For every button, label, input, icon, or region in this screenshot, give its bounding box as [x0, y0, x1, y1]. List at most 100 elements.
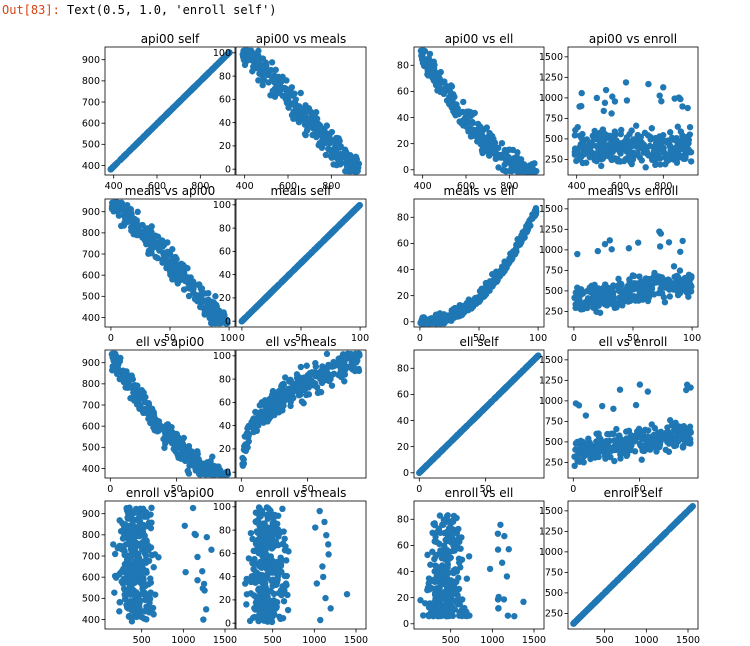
scatter-point: [519, 368, 526, 375]
scatter-point: [451, 93, 458, 101]
scatter-point: [169, 246, 176, 253]
scatter-point: [670, 263, 678, 270]
y-tick-label: 700: [82, 97, 100, 108]
scatter-point: [268, 59, 276, 66]
scatter-point: [203, 297, 210, 305]
scatter-point: [245, 438, 252, 445]
scatter-point: [662, 283, 669, 290]
scatter-point: [643, 147, 650, 155]
scatter-point: [591, 296, 598, 304]
y-tick-label: 1250: [539, 73, 563, 84]
scatter-point: [602, 86, 610, 94]
scatter-point: [607, 285, 614, 293]
scatter-point: [155, 554, 162, 561]
scatter-point: [635, 145, 643, 152]
scatter-point: [259, 81, 266, 89]
scatter-point: [328, 137, 336, 144]
scatter-point: [601, 130, 608, 137]
scatter-point: [684, 104, 691, 112]
scatter-point: [468, 126, 476, 133]
scatter-point: [148, 504, 155, 512]
scatter-point: [498, 388, 505, 396]
scatter-point: [120, 523, 128, 530]
scatter-point: [145, 128, 153, 135]
scatter-point: [417, 319, 425, 327]
scatter-point: [445, 569, 452, 577]
scatter-point: [124, 505, 131, 512]
scatter-point: [127, 576, 135, 584]
scatter-point: [506, 255, 513, 262]
axes-frame: [104, 500, 236, 630]
scatter-point: [648, 125, 656, 132]
axes-frame: [567, 46, 699, 176]
scatter-point: [271, 76, 278, 83]
scatter-point: [509, 165, 516, 172]
scatter-point: [264, 544, 271, 551]
scatter-point: [429, 548, 436, 555]
scatter-point: [337, 369, 344, 376]
scatter-point: [295, 388, 303, 396]
scatter-point: [330, 161, 337, 168]
scatter-point: [593, 430, 600, 437]
y-tick-label: 100: [213, 200, 231, 211]
scatter-point: [200, 616, 207, 623]
scatter-point: [321, 518, 328, 526]
scatter-point: [189, 504, 197, 512]
scatter-point: [271, 512, 279, 519]
scatter-point: [250, 63, 257, 70]
scatter-point: [166, 427, 174, 434]
scatter-point: [424, 551, 431, 559]
scatter-point: [322, 151, 330, 159]
scatter-point: [209, 470, 216, 478]
scatter-point: [499, 166, 507, 174]
scatter-point: [166, 108, 173, 115]
scatter-point: [632, 122, 640, 129]
scatter-point: [131, 531, 138, 538]
y-tick-label: 750: [545, 417, 563, 428]
scatter-point: [419, 314, 426, 321]
y-tick-label: 1000: [539, 396, 563, 407]
scatter-point: [518, 166, 525, 173]
scatter-point: [623, 134, 631, 141]
scatter-point: [582, 412, 590, 419]
y-tick-label: 80: [219, 525, 231, 536]
scatter-point: [520, 598, 527, 606]
scatter-point: [159, 259, 166, 266]
scatter-point: [255, 59, 262, 66]
scatter-point: [639, 447, 646, 454]
y-tick-label: 80: [219, 374, 231, 385]
y-tick-label: 750: [545, 266, 563, 277]
scatter-point: [666, 142, 674, 149]
x-tick-label: 1500: [213, 635, 237, 646]
y-tick-label: 40: [219, 118, 231, 129]
x-tick-label: 0: [571, 333, 577, 344]
scatter-point: [591, 449, 599, 456]
scatter-point: [307, 122, 314, 130]
scatter-point: [250, 576, 257, 583]
x-tick-label: 100: [529, 333, 547, 344]
scatter-point: [671, 95, 678, 102]
x-tick-label: 50: [634, 484, 646, 495]
scatter-point: [632, 401, 640, 409]
scatter-point: [686, 123, 694, 131]
y-tick-label: 60: [219, 549, 231, 560]
scatter-point: [494, 530, 502, 537]
scatter-point: [325, 541, 332, 548]
y-tick-label: 20: [219, 293, 231, 304]
scatter-point: [579, 300, 586, 307]
x-tick-label: 500: [133, 635, 151, 646]
scatter-point: [580, 459, 587, 466]
scatter-point: [284, 606, 292, 614]
scatter-point: [150, 611, 157, 618]
scatter-point: [583, 440, 590, 447]
scatter-point: [203, 72, 210, 79]
scatter-point: [182, 277, 189, 285]
scatter-point: [595, 453, 602, 461]
scatter-point: [686, 423, 694, 430]
scatter-point: [468, 119, 475, 126]
scatter-point: [616, 386, 624, 393]
scatter-point: [574, 250, 581, 258]
scatter-point: [150, 564, 157, 571]
scatter-point: [603, 144, 610, 151]
x-tick-label: 1500: [344, 635, 368, 646]
